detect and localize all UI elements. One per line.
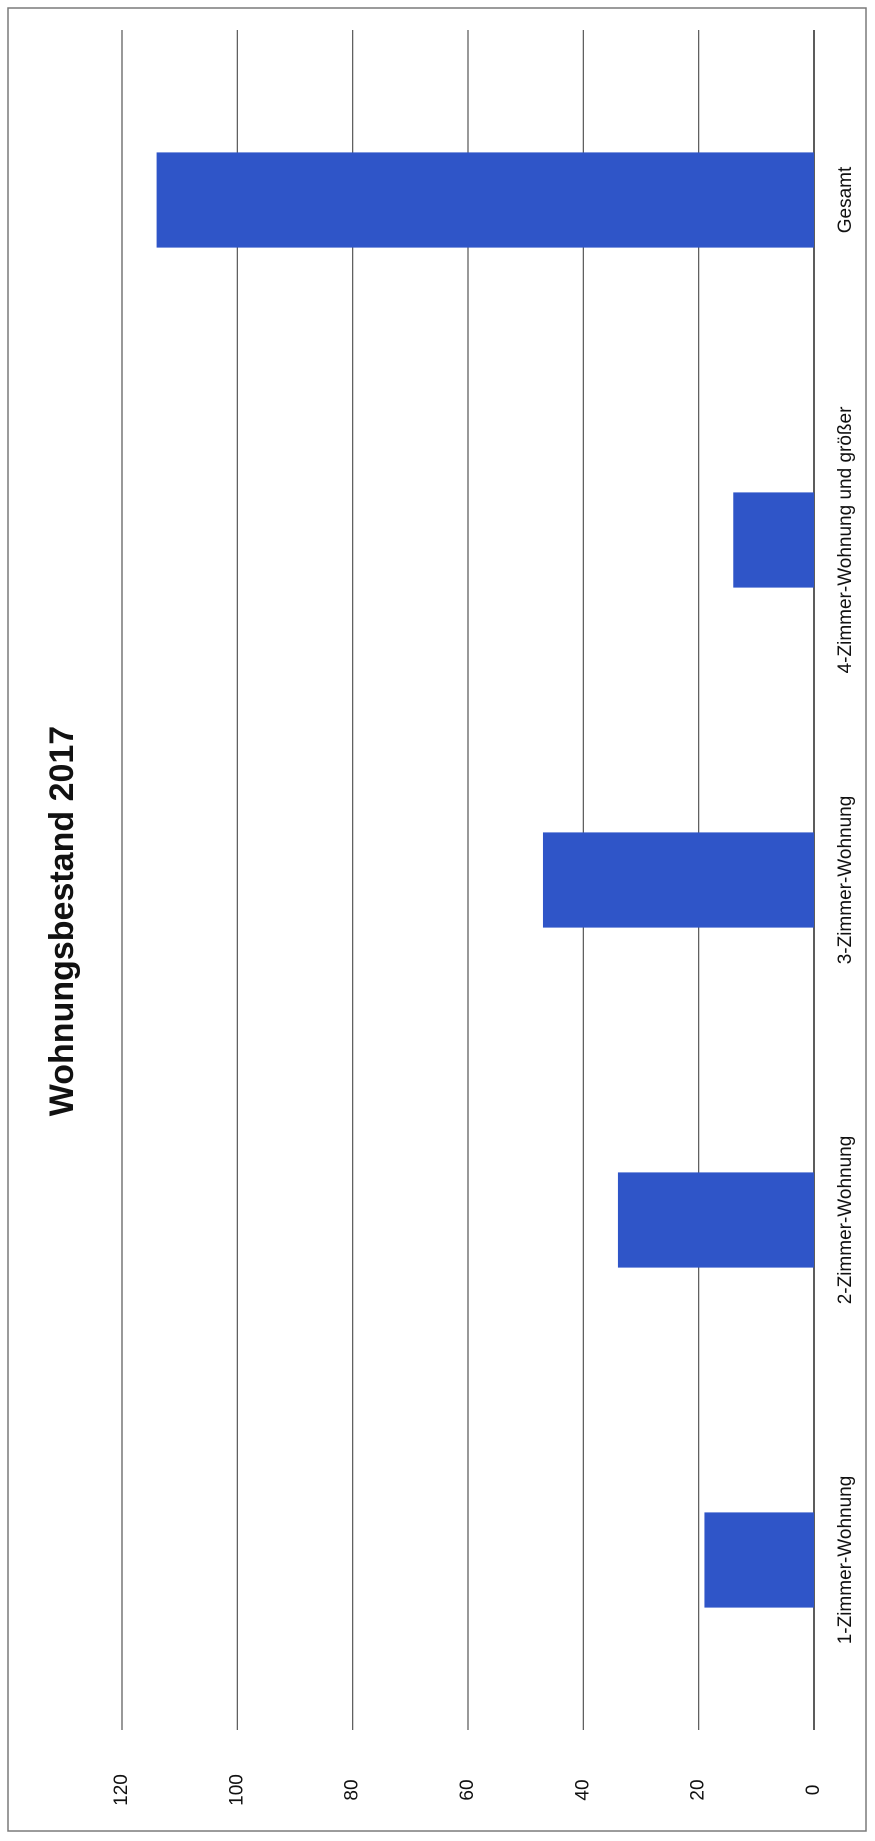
value-tick-label: 0 — [803, 1785, 824, 1796]
category-label: 2-Zimmer-Wohnung — [835, 1136, 856, 1305]
chart-frame — [7, 7, 867, 1832]
category-label: 1-Zimmer-Wohnung — [835, 1476, 856, 1645]
bar-4 — [733, 492, 814, 588]
gridlines — [121, 30, 815, 1730]
category-label: Gesamt — [835, 166, 856, 233]
chart-title: Wohnungsbestand 2017 — [43, 726, 81, 1116]
category-label: 3-Zimmer-Wohnung — [835, 796, 856, 965]
value-tick-label: 40 — [572, 1779, 593, 1800]
value-tick-label: 120 — [111, 1774, 132, 1806]
bar-1 — [704, 1512, 814, 1608]
category-label: 4-Zimmer-Wohnung und größer — [835, 406, 856, 673]
value-tick-label: 100 — [226, 1774, 247, 1806]
category-axis-labels: 1-Zimmer-Wohnung 2-Zimmer-Wohnung 3-Zimmer… — [835, 166, 856, 1644]
value-tick-label: 20 — [688, 1779, 709, 1800]
bar-2 — [617, 1172, 814, 1268]
bars — [156, 152, 815, 1608]
bar-3 — [542, 832, 814, 928]
value-tick-label: 60 — [457, 1779, 478, 1800]
bar-5 — [156, 152, 815, 248]
value-tick-label: 80 — [342, 1779, 363, 1800]
value-axis-ticks: 0 20 40 60 80 100 120 — [111, 1774, 824, 1806]
